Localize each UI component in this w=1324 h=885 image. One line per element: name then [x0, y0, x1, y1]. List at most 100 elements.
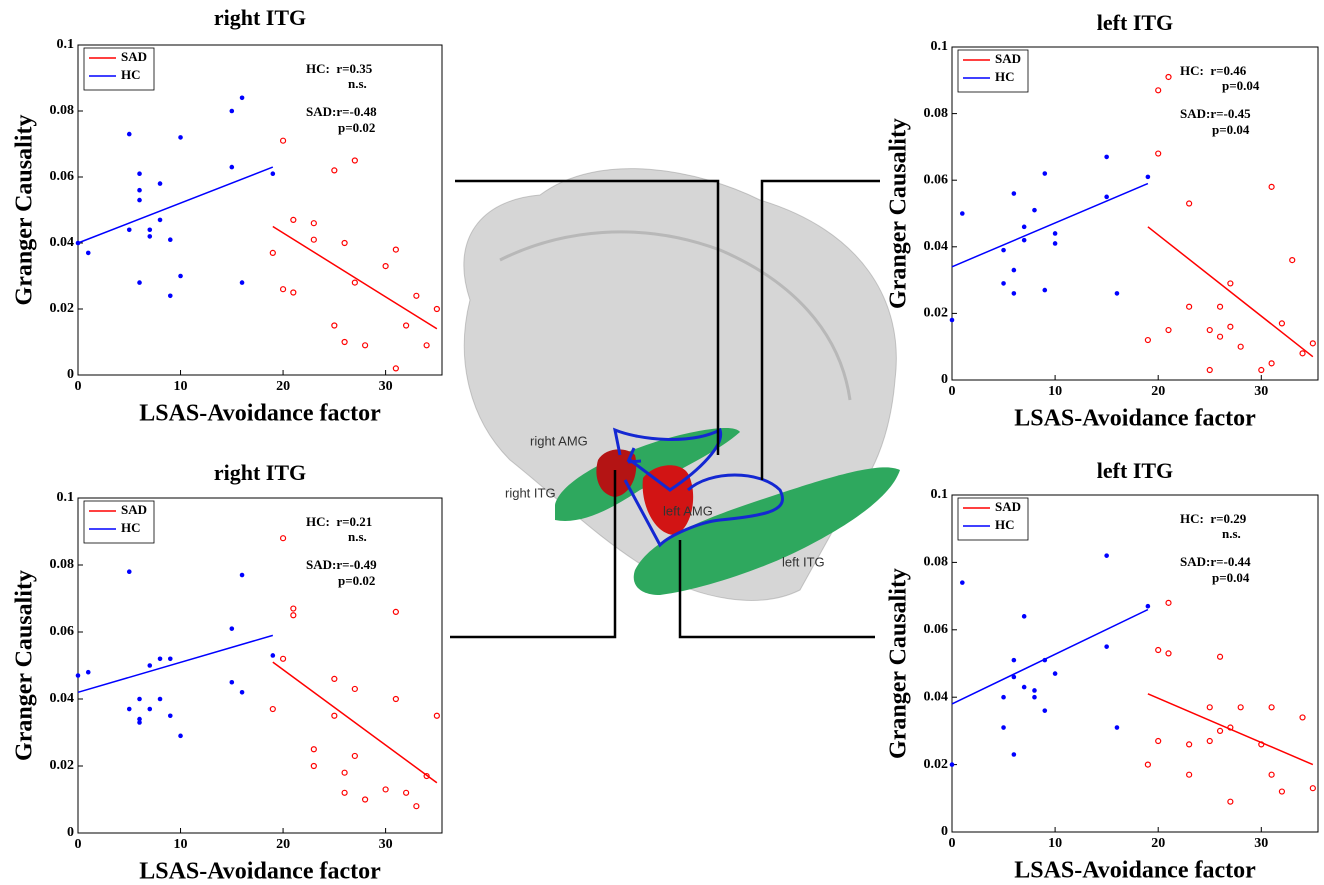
fit-line — [951, 608, 1149, 705]
point — [239, 690, 245, 695]
point — [1165, 73, 1172, 81]
y-tick-label: 0.06 — [924, 172, 949, 187]
annotation: SAD:r=-0.44 — [1180, 554, 1251, 569]
x-tick-label: 0 — [949, 384, 956, 399]
point — [1011, 267, 1017, 273]
point — [351, 157, 358, 164]
point — [392, 695, 399, 703]
legend-label: HC — [121, 67, 141, 82]
point — [147, 227, 153, 233]
y-tick-label: 0 — [941, 372, 948, 387]
y-tick-label: 0.04 — [924, 689, 949, 704]
y-tick-label: 0.08 — [50, 103, 75, 118]
point — [960, 211, 965, 216]
y-tick-label: 0.06 — [50, 169, 75, 184]
connection-arrows — [612, 427, 784, 548]
point — [1011, 752, 1017, 757]
point — [279, 137, 287, 144]
fit-line — [272, 225, 438, 330]
x-tick-label: 10 — [174, 379, 188, 394]
y-tick-label: 0.02 — [50, 758, 75, 773]
x-axis-label: LSAS-Avoidance factor — [1014, 858, 1256, 884]
connectors — [450, 179, 880, 639]
x-tick-label: 30 — [1254, 384, 1268, 399]
point — [178, 733, 183, 739]
point — [1309, 340, 1316, 347]
point — [1165, 650, 1172, 657]
plot-area — [951, 494, 1319, 833]
point — [290, 605, 297, 612]
point — [1155, 646, 1162, 654]
point — [1165, 326, 1172, 334]
point — [423, 772, 430, 780]
point — [1165, 599, 1172, 606]
point — [1021, 684, 1027, 690]
point — [270, 171, 276, 176]
point — [137, 187, 142, 193]
point — [382, 786, 389, 793]
point — [1032, 694, 1037, 700]
point — [433, 712, 440, 719]
point — [1206, 366, 1213, 374]
x-tick-label: 20 — [276, 837, 290, 852]
chart: left ITG 0 0.02 0.04 0.06 0.08 0.1 0 10 20 30 LSAS-… — [886, 10, 1319, 432]
point — [126, 227, 132, 233]
point — [433, 305, 440, 313]
x-axis-label: LSAS-Avoidance factor — [139, 401, 381, 427]
point — [1052, 231, 1058, 236]
point — [1001, 281, 1006, 286]
legend-label: HC — [121, 520, 141, 535]
annotation: p=0.02 — [338, 120, 375, 135]
point — [147, 234, 153, 239]
y-axis-label: Granger Causality — [12, 570, 38, 761]
point — [413, 292, 420, 299]
point — [351, 752, 358, 760]
x-tick-label: 30 — [1254, 836, 1268, 851]
legend — [83, 500, 155, 544]
point — [85, 669, 91, 675]
legend — [957, 49, 1029, 93]
point — [1186, 741, 1193, 748]
point — [239, 572, 245, 578]
point — [382, 263, 389, 270]
point — [137, 197, 142, 203]
point — [239, 280, 245, 285]
legend-label: SAD — [995, 499, 1021, 514]
x-tick-label: 30 — [379, 837, 393, 852]
point — [167, 656, 173, 662]
legend-label: SAD — [121, 49, 147, 64]
brain-texture — [499, 230, 852, 401]
annotation: HC: r=0.21 — [306, 514, 372, 529]
y-tick-label: 0.02 — [924, 306, 949, 321]
point — [331, 322, 338, 329]
point — [157, 181, 163, 186]
point — [1052, 671, 1058, 676]
brain-label: right ITG — [505, 485, 556, 500]
point — [1011, 657, 1017, 663]
point — [1114, 291, 1120, 296]
point — [229, 164, 235, 170]
x-axis-label: LSAS-Avoidance factor — [139, 859, 381, 885]
chart-title: right ITG — [214, 5, 306, 30]
annotation: n.s. — [348, 529, 367, 544]
point — [1011, 191, 1017, 196]
point — [1011, 674, 1017, 680]
point — [1114, 725, 1120, 730]
annotation: n.s. — [348, 76, 367, 91]
y-tick-label: 0.08 — [924, 555, 949, 570]
point — [279, 286, 287, 293]
point — [75, 673, 81, 678]
annotation: SAD:r=-0.48 — [306, 104, 377, 119]
point — [310, 220, 317, 227]
point — [239, 95, 245, 101]
left-itg-region — [633, 467, 900, 595]
point — [85, 250, 91, 256]
brain: right AMG right ITG left AMG left ITG — [450, 168, 900, 639]
legend-label: HC — [995, 517, 1015, 532]
point — [1104, 553, 1109, 558]
point — [341, 789, 348, 796]
annotation: HC: r=0.46 — [1180, 63, 1247, 78]
point — [403, 789, 410, 796]
y-tick-label: 0.02 — [50, 301, 75, 316]
annotation: HC: r=0.35 — [306, 61, 373, 76]
